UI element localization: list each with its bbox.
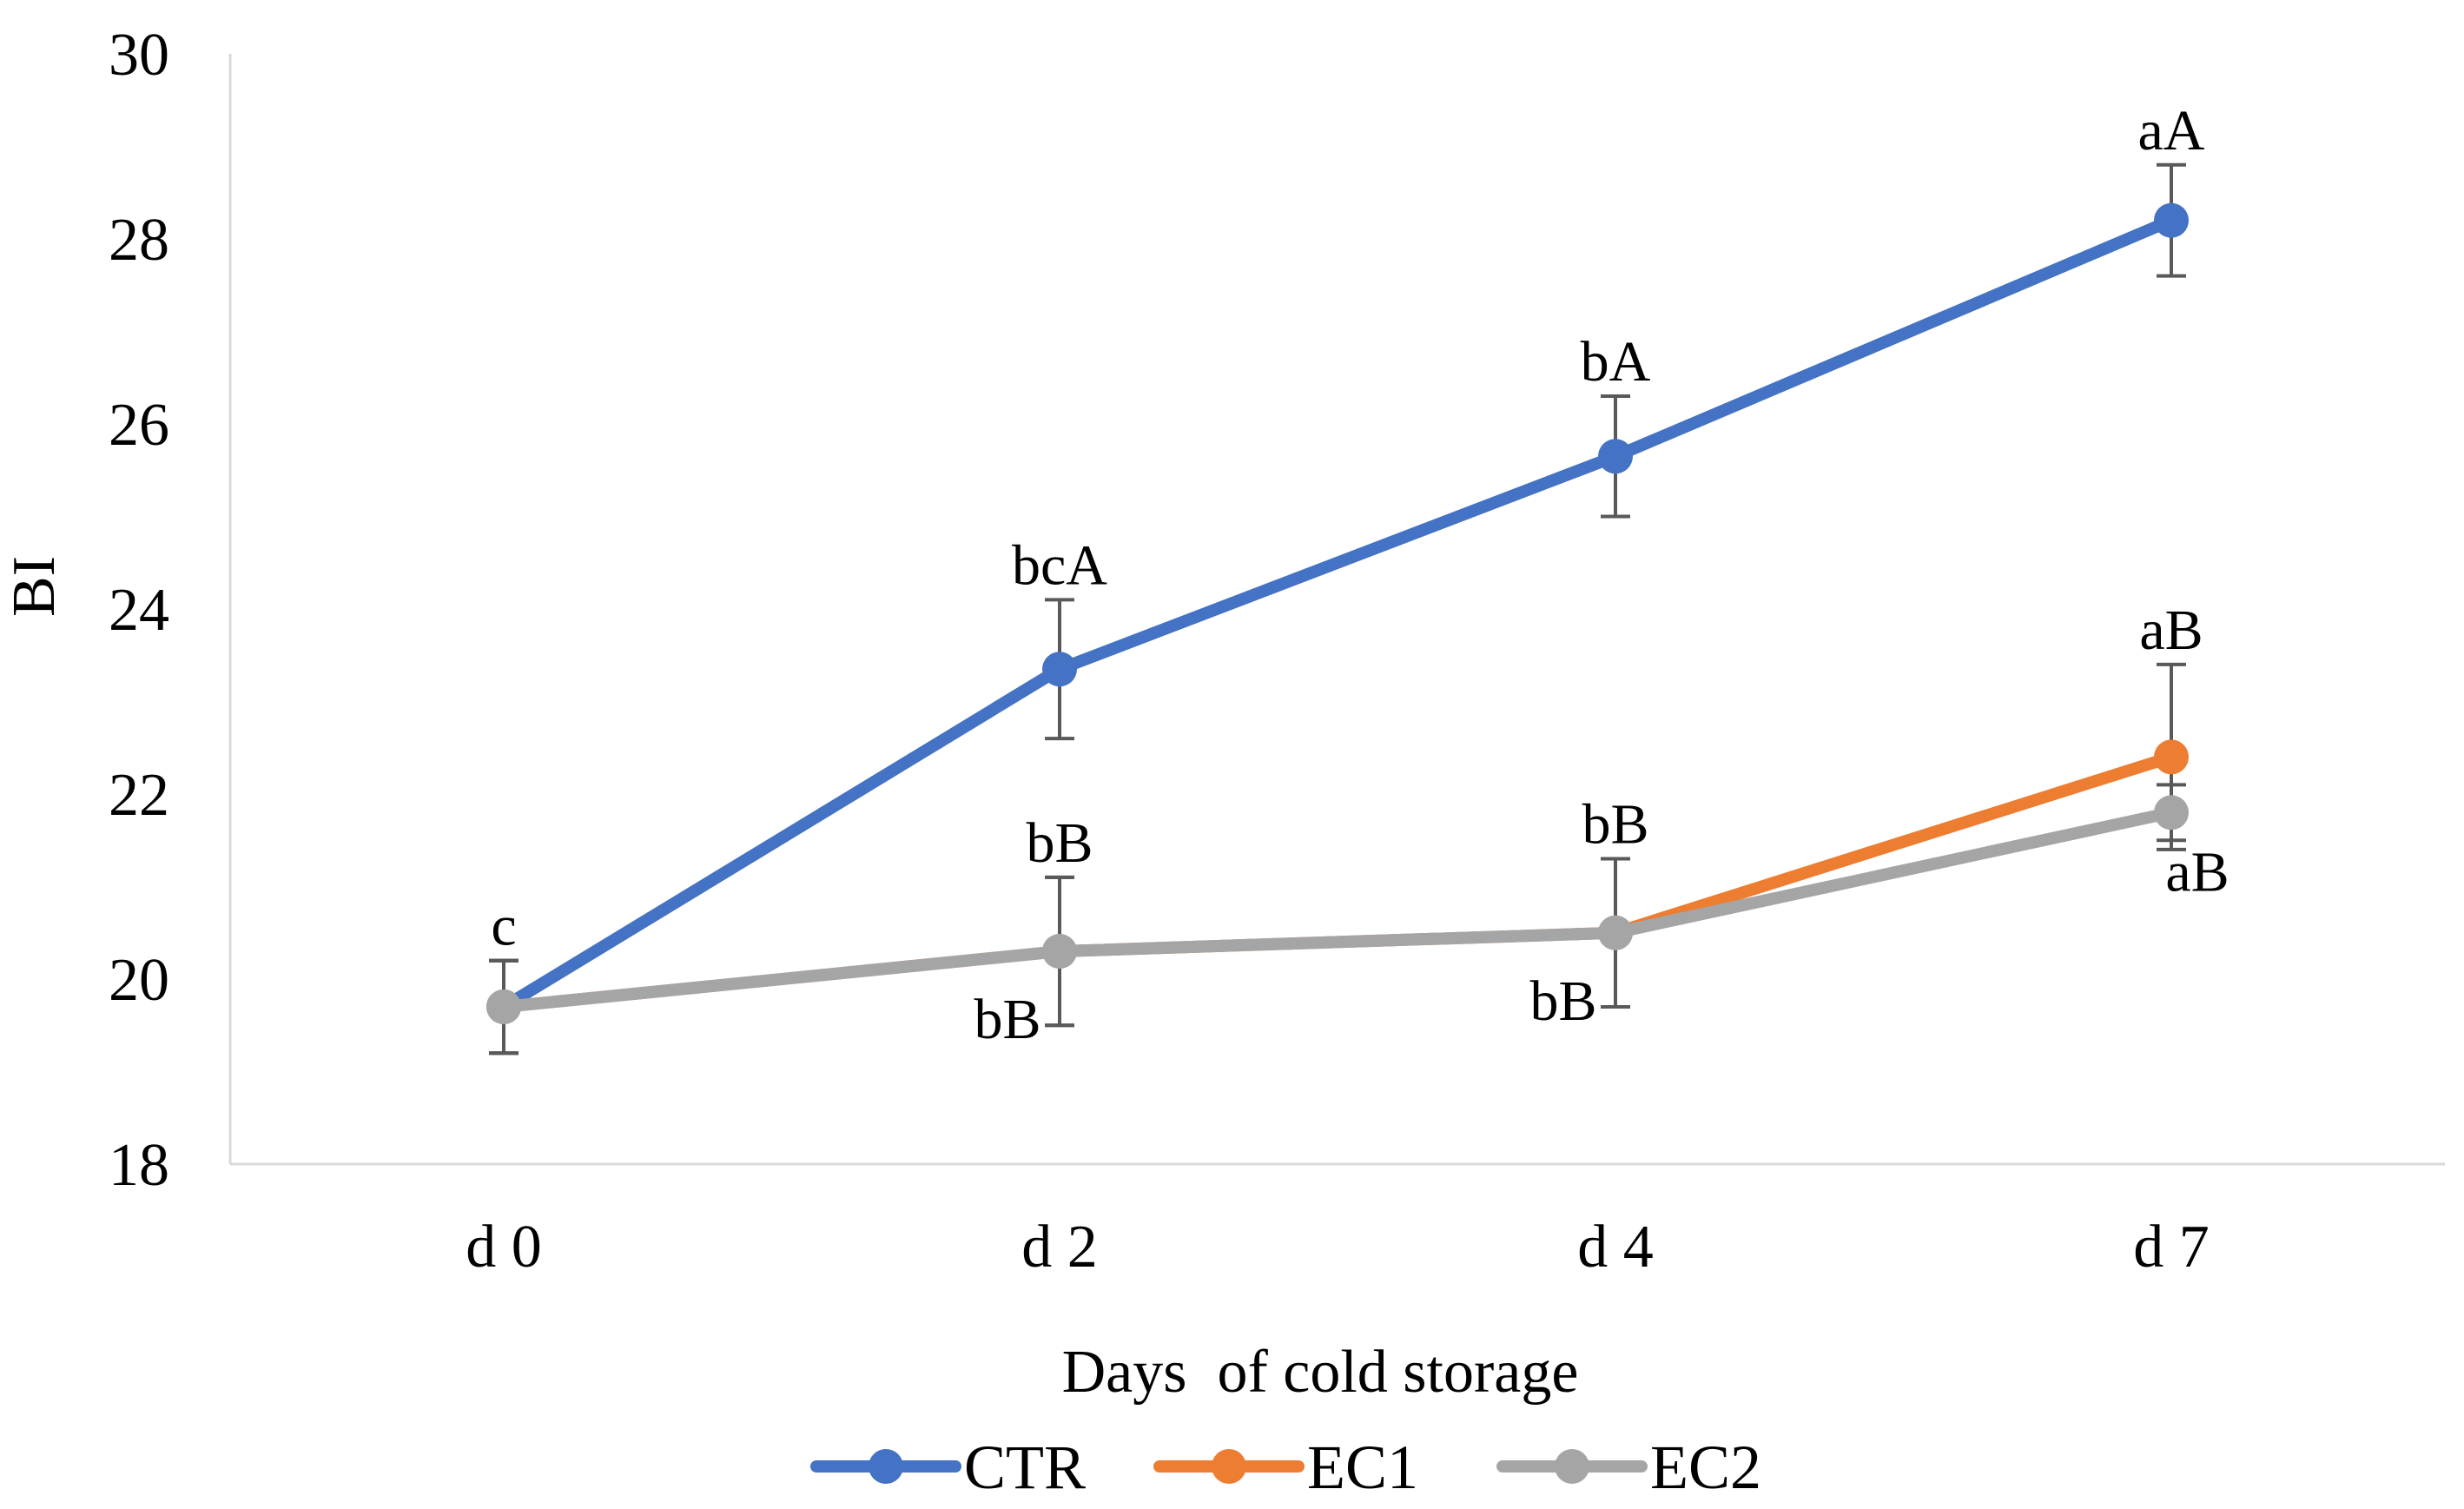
annotation-label: aB	[2165, 840, 2229, 903]
x-tick-label: d 0	[466, 1214, 542, 1281]
data-point-ctr	[1042, 652, 1077, 687]
data-point-ctr	[1598, 439, 1633, 474]
annotation-label: c	[491, 895, 516, 958]
data-point-ctr	[2154, 202, 2189, 238]
series-line-ec2	[498, 806, 2177, 1013]
legend-label-ec1: EC1	[1307, 1433, 1418, 1502]
y-tick-label: 24	[109, 577, 169, 644]
annotation-label: bB	[1529, 970, 1596, 1033]
significance-labels: c bcA bA aA bB bB aB bB bB aB	[491, 99, 2229, 1051]
legend: CTR EC1 EC2	[810, 1433, 1761, 1502]
annotation-label: aA	[2138, 99, 2205, 162]
error-bars	[489, 162, 2186, 1056]
legend-label-ec2: EC2	[1650, 1433, 1761, 1502]
y-tick-label: 20	[109, 947, 169, 1014]
y-tick-label: 22	[109, 762, 169, 829]
data-point-ec2	[2154, 795, 2189, 831]
x-tick-label: d 7	[2133, 1214, 2210, 1281]
data-point-ec2	[486, 989, 521, 1024]
annotation-label: aB	[2139, 599, 2203, 662]
y-tick-label: 30	[109, 22, 169, 89]
data-point-ec2	[1598, 915, 1633, 950]
legend-marker-ec1	[1212, 1449, 1246, 1484]
y-tick-label: 18	[109, 1132, 169, 1199]
annotation-label: bA	[1581, 330, 1651, 394]
y-axis-title: BI	[1, 556, 68, 617]
series-line-ctr	[498, 214, 2177, 1013]
y-tick-label: 26	[109, 392, 169, 459]
annotation-label: bB	[1582, 793, 1648, 857]
series-lines	[486, 202, 2189, 1024]
series-line-ec1	[498, 751, 2177, 1013]
legend-marker-ec2	[1555, 1449, 1589, 1484]
legend-label-ctr: CTR	[964, 1433, 1086, 1502]
data-point-ec1	[2154, 739, 2189, 775]
y-tick-label: 28	[109, 207, 169, 274]
axes-layer: 18 20 22 24 26 28 30 d 0 d 2 d 4 d 7	[109, 22, 2445, 1281]
x-tick-label: d 4	[1577, 1214, 1654, 1281]
x-tick-label: d 2	[1021, 1214, 1098, 1281]
annotation-label: bcA	[1012, 533, 1107, 597]
data-point-ec2	[1042, 934, 1077, 970]
x-axis-title: Days of cold storage	[1062, 1339, 1579, 1406]
annotation-label: bB	[1026, 811, 1093, 875]
legend-marker-ctr	[869, 1449, 903, 1484]
annotation-label: bB	[974, 988, 1040, 1051]
